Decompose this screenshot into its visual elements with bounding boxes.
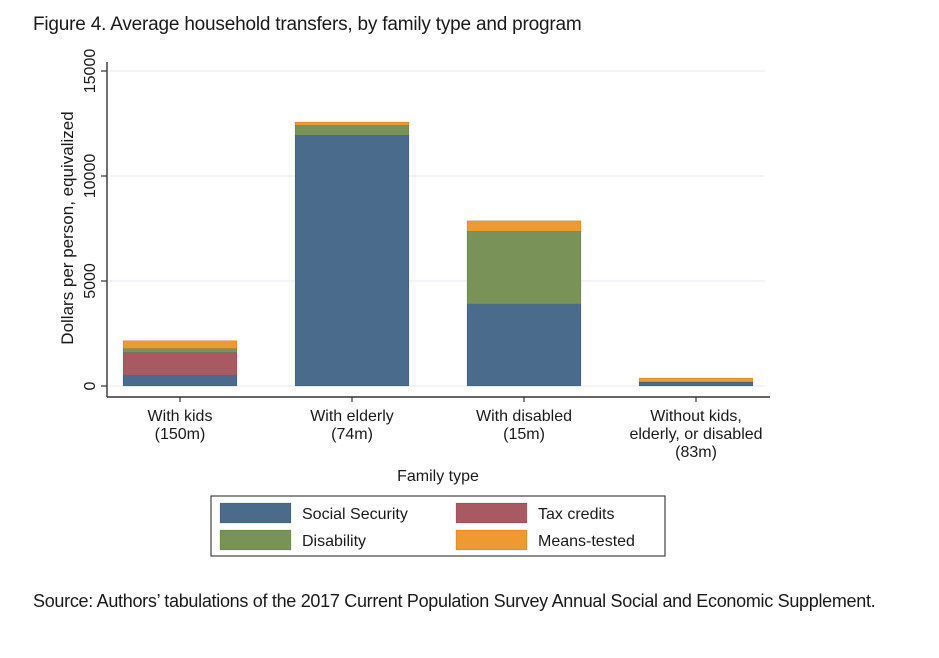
y-axis-label: Dollars per person, equivalized — [58, 111, 77, 344]
legend-swatch — [219, 502, 292, 524]
legend-label: Tax credits — [538, 506, 614, 523]
bar-segment-social-security — [294, 135, 410, 387]
x-tick-label: (15m) — [503, 426, 545, 443]
y-tick-label: 0 — [82, 381, 99, 390]
legend-swatch — [455, 502, 528, 524]
y-axis-ticks: 0 5000 10000 15000 — [82, 49, 107, 390]
x-axis-ticks: With kids(150m) With elderly(74m) With dis… — [148, 397, 763, 461]
x-tick-label: Without kids, — [650, 408, 742, 425]
x-axis-label: Family type — [397, 468, 479, 485]
y-tick-label: 15000 — [82, 49, 99, 94]
source-note: Source: Authors’ tabulations of the 2017… — [33, 591, 876, 611]
legend: Social Security Tax credits Disability Mean… — [210, 495, 666, 557]
stacked-bar-chart: 0 5000 10000 15000 With kids(150m) With elde… — [58, 49, 770, 557]
bar-segment-means-tested — [638, 377, 754, 383]
bar-segment-disability — [122, 348, 238, 353]
legend-swatch — [219, 529, 292, 551]
x-tick-label: With elderly — [310, 408, 394, 425]
x-tick-label: (74m) — [331, 426, 373, 443]
y-tick-label: 10000 — [82, 154, 99, 199]
legend-label: Means-tested — [538, 533, 635, 550]
legend-label: Social Security — [302, 506, 408, 523]
bar-segment-social-security — [466, 303, 582, 387]
x-tick-label: elderly, or disabled — [629, 426, 762, 443]
bar-segment-disability — [466, 231, 582, 305]
legend-label: Disability — [302, 533, 366, 550]
legend-swatch — [455, 529, 528, 551]
bar-segment-disability — [294, 125, 410, 136]
bar-segment-social-security — [638, 381, 754, 387]
x-tick-label: With kids — [148, 408, 213, 425]
x-tick-label: (83m) — [675, 444, 717, 461]
bar-segment-means-tested — [122, 340, 238, 349]
y-tick-label: 5000 — [82, 263, 99, 299]
figure-title: Figure 4. Average household transfers, b… — [33, 14, 582, 35]
bars — [122, 121, 754, 387]
x-tick-label: (150m) — [155, 426, 206, 443]
axes — [106, 62, 770, 398]
bar-segment-means-tested — [466, 220, 582, 232]
bar-segment-means-tested — [294, 121, 410, 126]
gridlines — [110, 70, 765, 387]
bar-segment-tax-credits — [122, 352, 238, 376]
x-tick-label: With disabled — [476, 408, 572, 425]
bar-segment-social-security — [122, 374, 238, 387]
